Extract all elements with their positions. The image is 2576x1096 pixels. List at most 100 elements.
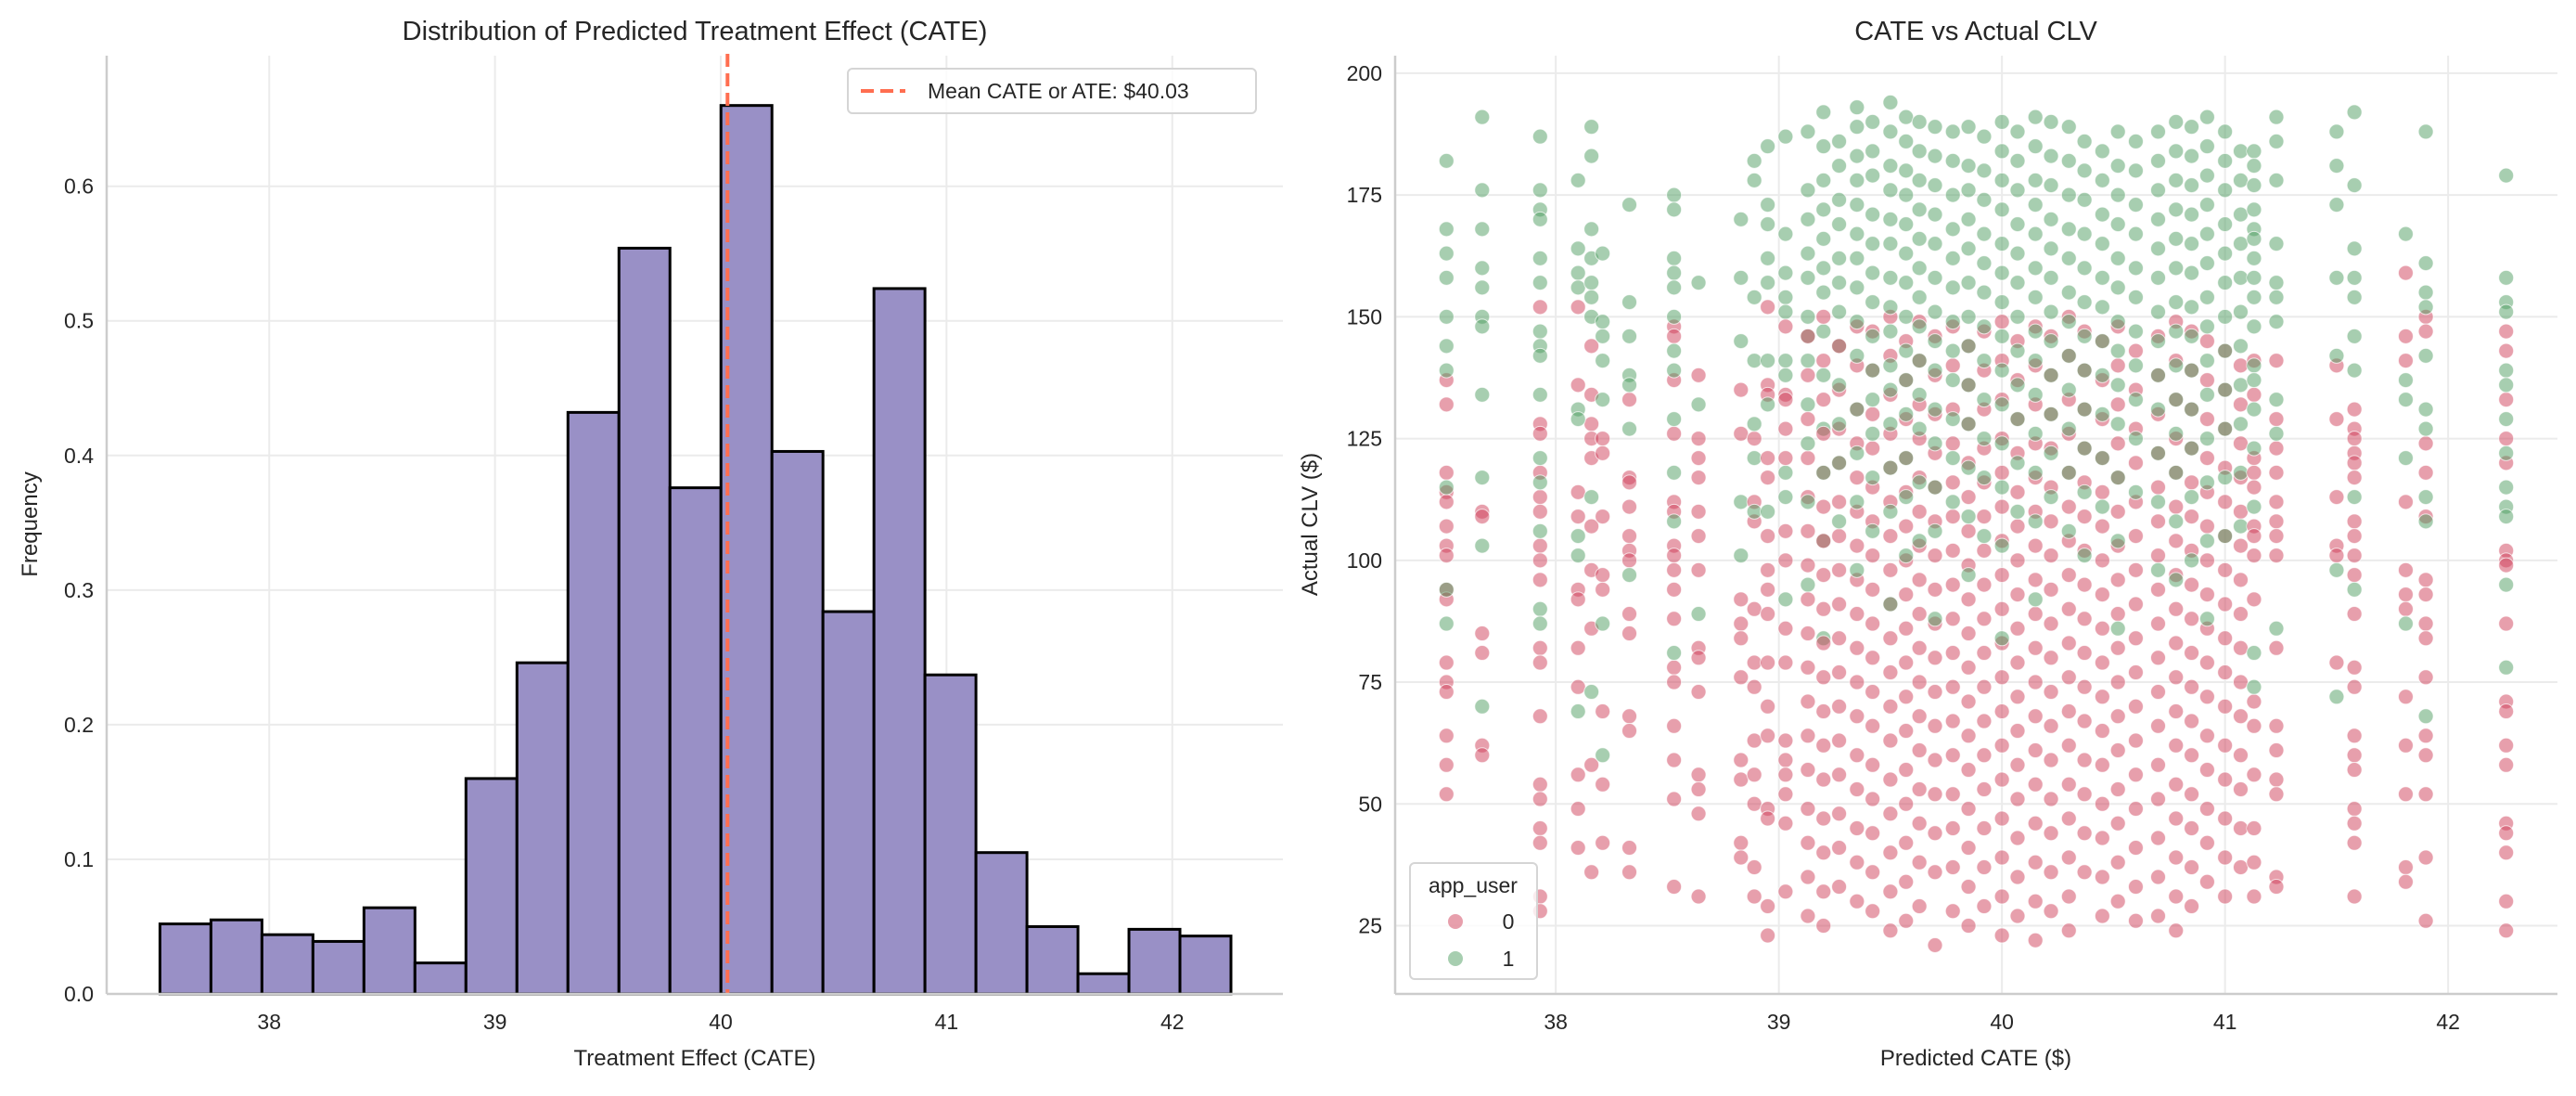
- scatter-point-app-user-0: [1815, 308, 1832, 325]
- scatter-point-app-user-1: [1898, 548, 1915, 564]
- scatter-point-app-user-0: [1746, 600, 1762, 617]
- scatter-point-app-user-1: [2168, 513, 2185, 530]
- scatter-point-app-user-0: [2168, 776, 2185, 793]
- scatter-point-app-user-0: [1831, 561, 1848, 578]
- scatter-point-app-user-0: [2417, 849, 2434, 866]
- scatter-point-app-user-1: [2184, 148, 2200, 164]
- scatter-point-app-user-0: [2232, 747, 2249, 764]
- scatter-point-app-user-0: [2346, 762, 2363, 779]
- scatter-point-app-user-1: [1960, 377, 1977, 393]
- scatter-point-app-user-0: [2150, 684, 2167, 701]
- scatter-point-app-user-1: [2198, 289, 2215, 305]
- scatter-point-app-user-1: [1583, 289, 1600, 305]
- scatter-point-app-user-1: [1831, 191, 1848, 208]
- scatter-point-app-user-0: [2498, 756, 2515, 773]
- scatter-x-tick-label: 41: [2213, 1010, 2237, 1034]
- scatter-point-app-user-0: [1898, 912, 1915, 929]
- scatter-point-app-user-0: [1849, 781, 1865, 798]
- scatter-point-app-user-1: [1815, 260, 1832, 277]
- scatter-point-app-user-0: [1815, 883, 1832, 900]
- scatter-point-app-user-0: [1532, 425, 1548, 442]
- histogram-bar: [770, 449, 825, 996]
- scatter-point-app-user-0: [2184, 645, 2200, 662]
- scatter-point-app-user-0: [1960, 522, 1977, 539]
- scatter-point-app-user-0: [1944, 903, 1961, 920]
- scatter-point-app-user-0: [1944, 678, 1961, 695]
- scatter-point-app-user-0: [2027, 742, 2044, 759]
- scatter-point-app-user-1: [1960, 509, 1977, 525]
- scatter-point-app-user-1: [1831, 416, 1848, 432]
- scatter-point-app-user-0: [1944, 509, 1961, 525]
- scatter-point-app-user-1: [1733, 494, 1749, 510]
- scatter-point-app-user-0: [1944, 474, 1961, 491]
- scatter-point-app-user-1: [2268, 314, 2285, 330]
- scatter-point-app-user-0: [1621, 552, 1638, 569]
- scatter-point-app-user-0: [2346, 659, 2363, 676]
- scatter-point-app-user-1: [1898, 275, 1915, 291]
- scatter-point-app-user-1: [2168, 294, 2185, 311]
- scatter-point-app-user-1: [2232, 143, 2249, 160]
- scatter-point-app-user-1: [2328, 561, 2345, 578]
- scatter-point-app-user-0: [1911, 708, 1928, 725]
- scatter-point-app-user-1: [1760, 138, 1776, 155]
- scatter-point-app-user-1: [2217, 420, 2234, 437]
- scatter-point-app-user-1: [2217, 123, 2234, 140]
- scatter-point-app-user-0: [2109, 708, 2126, 725]
- scatter-point-app-user-0: [2109, 357, 2126, 374]
- scatter-point-app-user-1: [2027, 197, 2044, 213]
- scatter-point-app-user-1: [1831, 303, 1848, 320]
- scatter-point-app-user-1: [1898, 342, 1915, 359]
- scatter-point-app-user-1: [1898, 216, 1915, 233]
- scatter-point-app-user-0: [2009, 756, 2026, 773]
- scatter-point-app-user-1: [2217, 216, 2234, 233]
- scatter-point-app-user-0: [1911, 742, 1928, 759]
- scatter-point-app-user-0: [2060, 600, 2077, 617]
- scatter-point-app-user-1: [2198, 611, 2215, 627]
- scatter-point-app-user-1: [2150, 182, 2167, 199]
- scatter-point-app-user-1: [2346, 489, 2363, 506]
- scatter-point-app-user-1: [1831, 275, 1848, 291]
- scatter-point-app-user-0: [1927, 864, 1943, 881]
- scatter-point-app-user-0: [1777, 450, 1794, 467]
- scatter-point-app-user-0: [1777, 318, 1794, 335]
- scatter-point-app-user-1: [2060, 464, 2077, 481]
- scatter-point-app-user-1: [2417, 347, 2434, 364]
- legend-marker-1-icon: [1448, 951, 1463, 966]
- scatter-point-app-user-0: [1882, 845, 1899, 861]
- scatter-point-app-user-1: [2346, 269, 2363, 286]
- scatter-point-app-user-0: [1583, 518, 1600, 535]
- scatter-point-app-user-0: [2198, 728, 2215, 744]
- scatter-point-app-user-0: [2168, 498, 2185, 515]
- legend-box: [1409, 862, 1538, 980]
- scatter-point-app-user-0: [2397, 561, 2414, 578]
- scatter-y-tick-label: 150: [1347, 304, 1382, 329]
- scatter-point-app-user-0: [2150, 830, 2167, 846]
- scatter-point-app-user-0: [1690, 528, 1707, 545]
- scatter-point-app-user-1: [2027, 386, 2044, 403]
- scatter-point-app-user-0: [2417, 587, 2434, 603]
- scatter-point-app-user-0: [2076, 678, 2093, 695]
- scatter-point-app-user-1: [2168, 425, 2185, 442]
- scatter-point-app-user-1: [1911, 353, 1928, 369]
- scatter-point-app-user-0: [2127, 596, 2144, 612]
- scatter-point-app-user-0: [1944, 645, 1961, 662]
- scatter-point-app-user-0: [1800, 869, 1816, 885]
- scatter-point-app-user-0: [2246, 888, 2262, 905]
- scatter-y-tick-label: 200: [1347, 61, 1382, 85]
- scatter-point-app-user-1: [2268, 236, 2285, 252]
- scatter-point-app-user-0: [2076, 576, 2093, 593]
- scatter-point-app-user-0: [2328, 411, 2345, 428]
- scatter-point-app-user-1: [2417, 255, 2434, 272]
- scatter-point-app-user-0: [2094, 552, 2110, 569]
- scatter-point-app-user-1: [2346, 177, 2363, 194]
- scatter-point-app-user-1: [2168, 323, 2185, 340]
- scatter-point-app-user-1: [1777, 128, 1794, 145]
- scatter-point-app-user-0: [1927, 786, 1943, 803]
- scatter-point-app-user-0: [2397, 494, 2414, 510]
- scatter-point-app-user-0: [1666, 581, 1683, 598]
- scatter-point-app-user-0: [1898, 587, 1915, 603]
- scatter-point-app-user-0: [2217, 596, 2234, 612]
- histogram-bar: [464, 777, 519, 996]
- scatter-point-app-user-0: [1865, 756, 1881, 773]
- scatter-point-app-user-1: [2060, 522, 2077, 539]
